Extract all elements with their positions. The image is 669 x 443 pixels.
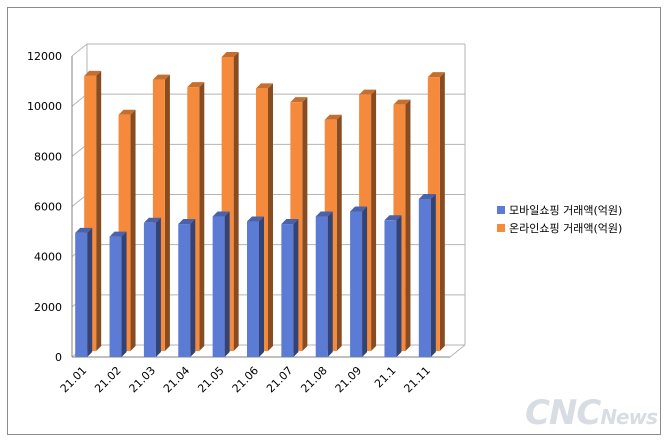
- bar-online-top: [324, 114, 342, 120]
- x-tick-label: 21.01: [58, 364, 89, 395]
- bar-mobile-front: [178, 224, 191, 357]
- bar-mobile-top: [350, 206, 368, 212]
- bar-mobile: [178, 219, 196, 357]
- bar-mobile: [143, 217, 161, 357]
- bar-mobile-top: [247, 216, 264, 222]
- x-tick-label: 21.04: [161, 364, 192, 395]
- bar-mobile: [315, 211, 333, 357]
- bar-mobile-top: [212, 211, 230, 217]
- bar-online-side: [405, 99, 411, 351]
- y-tick-label: 12000: [27, 50, 62, 63]
- bar-mobile-top: [75, 227, 93, 233]
- bar-mobile-front: [418, 198, 431, 357]
- x-tick-label: 21.03: [127, 364, 158, 395]
- bar-mobile-front: [384, 220, 397, 357]
- legend: 모바일쇼핑 거래액(억원) 온라인쇼핑 거래액(억원): [497, 203, 622, 235]
- watermark-news: News: [600, 405, 658, 429]
- bar-mobile-top: [418, 193, 436, 199]
- bar-mobile-front: [247, 221, 259, 357]
- bar-online-side: [130, 109, 136, 351]
- bar-online-top: [427, 72, 445, 78]
- bar-mobile-top: [143, 217, 161, 223]
- bar-mobile: [109, 231, 127, 357]
- bar-mobile-side: [224, 211, 230, 357]
- bar-mobile-side: [396, 215, 402, 357]
- bar-online-side: [164, 74, 170, 351]
- x-tick-label: 21.07: [264, 364, 295, 395]
- x-tick-label: 21.06: [230, 364, 261, 395]
- bar-online-top: [393, 99, 411, 105]
- bar-online-side: [233, 52, 239, 352]
- x-tick-label: 21.08: [298, 364, 329, 395]
- x-tick-label: 21.09: [333, 364, 364, 395]
- x-tick-label: 21.11: [401, 364, 432, 395]
- bar-mobile-top: [384, 215, 402, 221]
- floor-edge: [449, 344, 466, 358]
- bar-mobile: [75, 227, 93, 357]
- bar-mobile-side: [259, 216, 264, 357]
- bar-online-side: [336, 114, 342, 351]
- bar-mobile-side: [121, 231, 127, 357]
- gridline-depth: [71, 43, 88, 57]
- bar-mobile-side: [430, 193, 436, 357]
- legend-swatch: [497, 224, 505, 232]
- bar-mobile-side: [87, 227, 93, 357]
- bar-online-side: [199, 82, 205, 351]
- bar-online-side: [439, 72, 445, 351]
- bar-mobile-top: [109, 231, 127, 237]
- bar-online-side: [96, 70, 102, 352]
- bar-online: [84, 70, 102, 352]
- legend-label: 온라인쇼핑 거래액(억원): [509, 222, 622, 235]
- bar-online-top: [290, 97, 308, 103]
- y-tick-label: 4000: [34, 251, 62, 264]
- x-tick-label: 21.02: [92, 364, 123, 395]
- bar-online-top: [359, 89, 377, 95]
- bar-mobile: [384, 215, 402, 357]
- bar-mobile-front: [350, 211, 363, 357]
- y-tick-label: 2000: [34, 301, 62, 314]
- bar-mobile: [247, 216, 264, 357]
- bar-online-top: [256, 83, 273, 89]
- bar-mobile-side: [190, 219, 196, 357]
- bar-mobile-top: [178, 219, 196, 225]
- bar-mobile-side: [293, 219, 299, 357]
- bar-online-top: [118, 109, 136, 115]
- bar-online-side: [371, 89, 377, 352]
- y-tick-label: 0: [55, 351, 62, 364]
- bar-online-side: [268, 83, 273, 351]
- bar-mobile: [212, 211, 230, 357]
- y-tick-label: 10000: [27, 100, 62, 113]
- bar-mobile-front: [109, 236, 122, 357]
- bar-online-top: [84, 70, 102, 76]
- legend-label: 모바일쇼핑 거래액(억원): [509, 203, 622, 217]
- bar-mobile: [418, 193, 436, 357]
- bar-layer: [75, 52, 445, 357]
- bar-mobile-side: [327, 211, 333, 357]
- bar-mobile: [281, 219, 299, 357]
- bar-online-top: [187, 82, 205, 88]
- y-tick-label: 6000: [34, 201, 62, 214]
- bar-mobile-front: [75, 232, 88, 357]
- bar-mobile-top: [315, 211, 333, 217]
- bar-mobile-top: [281, 219, 299, 225]
- x-tick-label: 21.05: [195, 364, 226, 395]
- bar-online-side: [302, 97, 308, 352]
- bar-mobile-front: [315, 216, 328, 357]
- bar-mobile-front: [281, 224, 294, 357]
- y-tick-label: 8000: [34, 150, 62, 163]
- watermark-cnc: CNC: [524, 393, 601, 433]
- bar-online-top: [221, 52, 239, 58]
- bar-mobile: [350, 206, 368, 357]
- bar-mobile-front: [143, 222, 156, 357]
- bar-mobile-front: [212, 216, 225, 357]
- x-tick-label: 21.1: [372, 364, 399, 391]
- bar-mobile-side: [362, 206, 368, 357]
- legend-swatch: [497, 206, 505, 214]
- bar-mobile-side: [155, 217, 161, 357]
- bar-online-top: [152, 74, 170, 80]
- cnc-news-watermark: CNCNews: [524, 393, 658, 433]
